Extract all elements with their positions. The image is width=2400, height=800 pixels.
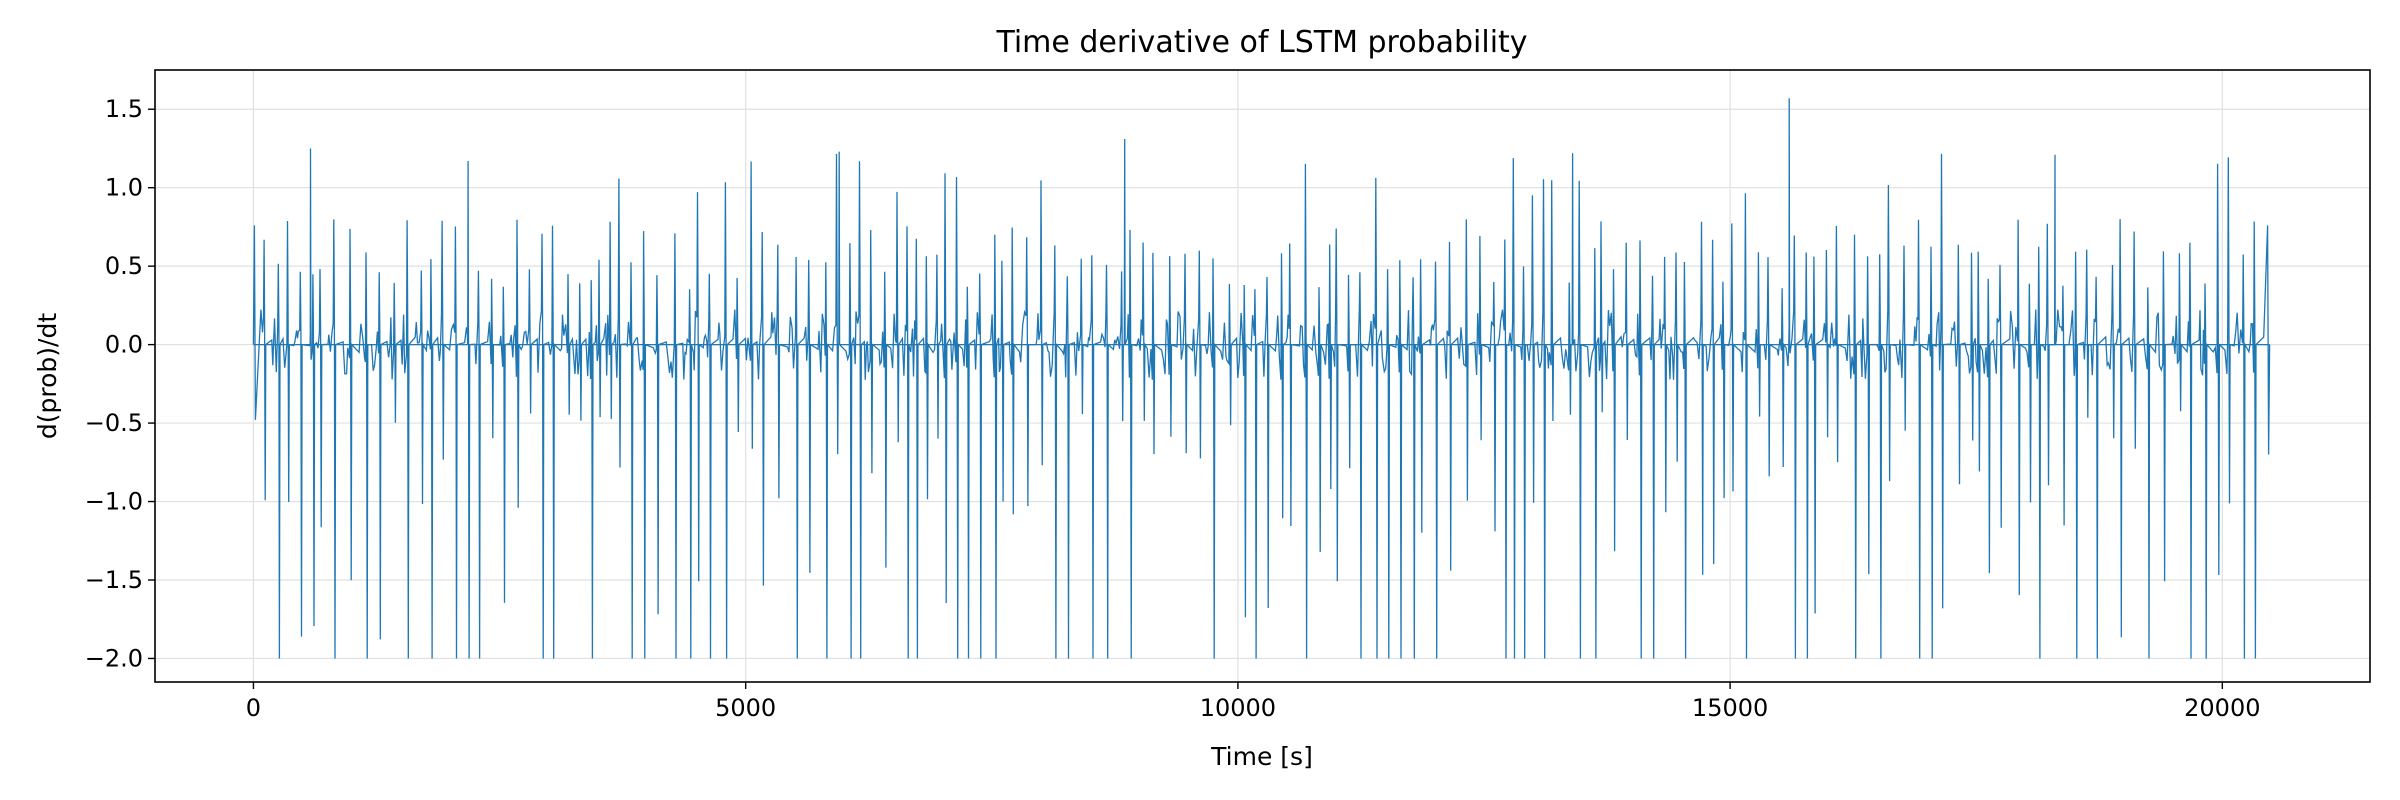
x-tick-label: 20000: [2184, 694, 2260, 722]
chart-title: Time derivative of LSTM probability: [995, 25, 1527, 60]
x-tick-label: 0: [246, 694, 261, 722]
y-tick-label: 1.0: [105, 174, 143, 202]
x-tick-label: 15000: [1692, 694, 1768, 722]
x-axis-label: Time [s]: [1210, 742, 1313, 771]
y-axis-label: d(prob)/dt: [33, 313, 62, 439]
series-line-derivative: [252, 98, 2271, 659]
y-tick-label: 1.5: [105, 95, 143, 123]
y-tick-label: −1.5: [85, 566, 143, 594]
x-axis: 0 5000 10000 15000 20000: [246, 682, 2261, 722]
x-tick-label: 5000: [715, 694, 776, 722]
y-tick-label: 0.0: [105, 331, 143, 359]
x-tick-label: 10000: [1200, 694, 1276, 722]
series-layer: [252, 98, 2271, 659]
y-tick-label: −2.0: [85, 644, 143, 672]
y-axis: 1.5 1.0 0.5 0.0 −0.5 −1.0 −1.5 −2.0: [85, 95, 155, 672]
y-tick-label: −1.0: [85, 488, 143, 516]
y-tick-label: −0.5: [85, 409, 143, 437]
y-tick-label: 0.5: [105, 252, 143, 280]
plot-area-frame: [154, 69, 2371, 683]
